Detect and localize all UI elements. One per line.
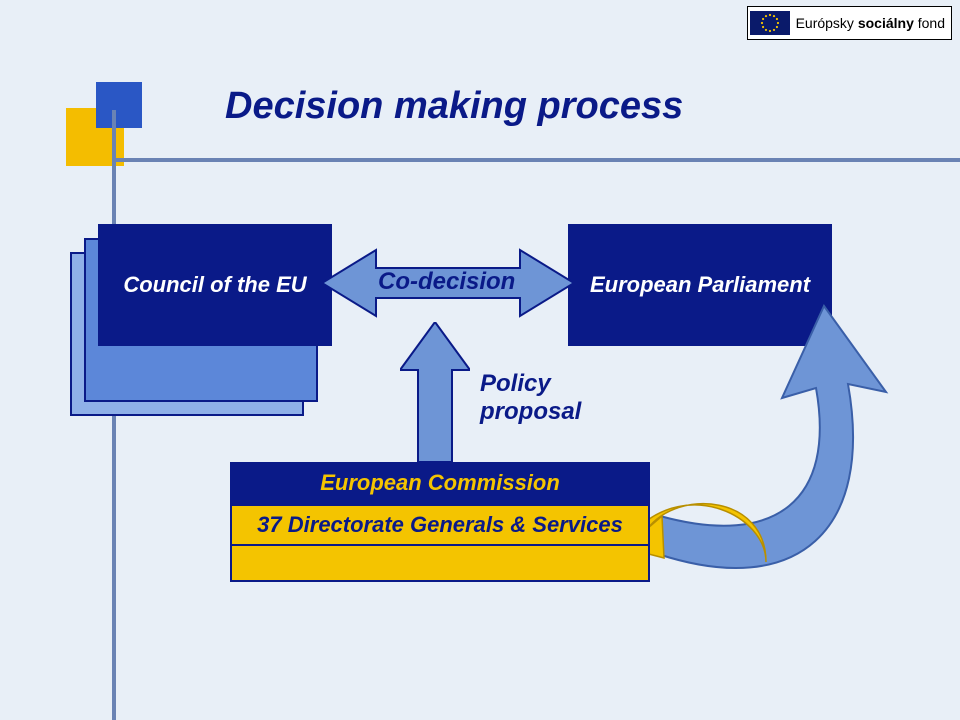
esf-text: Európsky sociálny fond [796,15,945,31]
eu-flag-icon [750,11,790,35]
policy-label: Policy proposal [480,370,581,425]
policy-label-line1: Policy [480,370,581,398]
council-label: Council of the EU [123,272,306,298]
page-title: Decision making process [225,85,683,128]
decor-blue-square [96,82,142,128]
council-box: Council of the EU [98,224,332,346]
commission-header: European Commission [230,462,650,504]
esf-badge: Európsky sociálny fond [747,6,952,40]
commission-header-label: European Commission [320,470,560,496]
parliament-label: European Parliament [590,272,810,298]
commission-sub: 37 Directorate Generals & Services [230,504,650,546]
decor-hbar [112,158,960,162]
commission-sub-label: 37 Directorate Generals & Services [257,512,623,538]
codecision-label: Co-decision [378,268,515,296]
policy-label-line2: proposal [480,398,581,426]
policy-arrow [400,322,470,462]
commission-extra [230,546,650,582]
